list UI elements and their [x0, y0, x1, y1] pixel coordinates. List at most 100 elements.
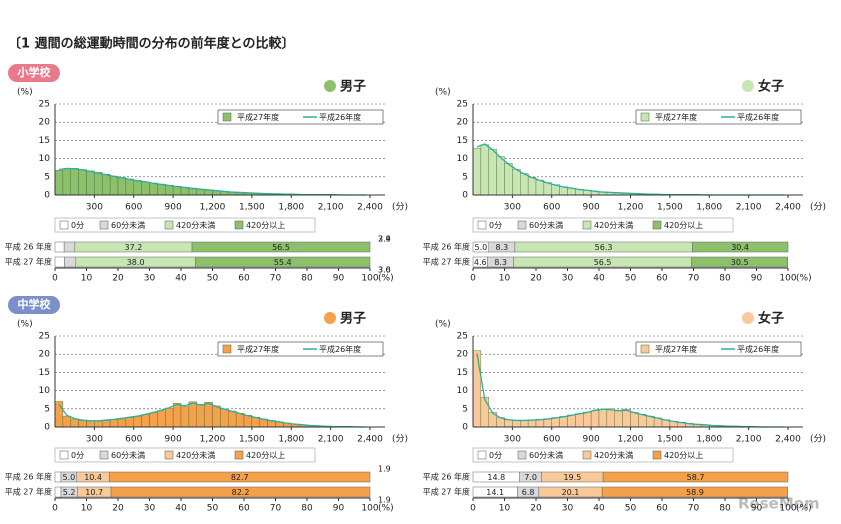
x-axis-label: (%): [378, 274, 394, 284]
legend-label: 420分未満: [176, 220, 215, 230]
x-tick-label: 2,100: [736, 435, 762, 445]
x-tick-label: 900: [165, 435, 182, 445]
x-tick-label: 1,200: [618, 203, 644, 213]
y-tick-label: 25: [39, 332, 50, 342]
y-tick-label: 20: [457, 118, 469, 128]
x-tick-label: 1,800: [278, 203, 304, 213]
bar: [180, 187, 190, 196]
legend-label: 0分: [71, 221, 84, 230]
bar: [527, 419, 537, 428]
bar: [496, 156, 505, 196]
x-tick-label: 100: [779, 504, 796, 514]
value-label: 3.6: [378, 266, 391, 275]
category-label: 平成 26 年度: [5, 242, 52, 252]
legend-label: 420分未満: [594, 450, 633, 460]
y-axis-label: (%): [435, 320, 451, 330]
bar: [243, 415, 253, 428]
bar: [228, 410, 237, 428]
bar-segment: [195, 256, 371, 268]
y-axis-label: (%): [17, 320, 33, 330]
value-label: 56.3: [595, 243, 613, 252]
bar: [583, 411, 592, 428]
legend-swatch: [477, 450, 487, 460]
bar: [235, 412, 245, 428]
legend-label: 420分以上: [664, 451, 703, 460]
x-tick-label: 2,400: [357, 203, 383, 213]
x-axis-label: (%): [796, 504, 812, 514]
bar-segment: [54, 486, 62, 498]
x-tick-label: 80: [301, 504, 313, 514]
legend-label: 60分未満: [111, 450, 145, 460]
bar: [535, 179, 545, 196]
bar: [512, 168, 521, 196]
bar: [133, 416, 142, 428]
y-tick-label: 20: [39, 118, 51, 128]
bar: [54, 170, 64, 196]
value-label: 30.4: [731, 243, 749, 252]
x-tick-label: 600: [543, 435, 560, 445]
x-tick-label: 60: [656, 274, 668, 284]
bar: [196, 404, 205, 428]
bar: [78, 420, 87, 428]
legend-label: 60分未満: [111, 220, 145, 230]
x-tick-label: 100: [779, 274, 796, 284]
bar: [125, 178, 134, 196]
legend-frame: [635, 341, 802, 357]
value-label: 5.0: [475, 243, 488, 252]
bar: [157, 183, 166, 196]
x-tick-label: 90: [751, 504, 763, 514]
legend-label: 0分: [489, 221, 502, 230]
y-tick-label: 20: [39, 350, 51, 360]
y-tick-label: 0: [462, 191, 468, 201]
legend-swatch: [164, 220, 174, 230]
legend-label: 平成26年度: [737, 112, 779, 122]
bar: [551, 417, 560, 428]
bar-segment: [602, 471, 789, 483]
legend-swatch: [477, 220, 487, 230]
x-tick-label: 300: [504, 203, 521, 213]
legend-label: 平成26年度: [319, 344, 361, 354]
legend-label: 420分以上: [664, 221, 703, 230]
value-label: 7.0: [524, 473, 537, 482]
bar: [543, 182, 552, 196]
bar: [78, 169, 87, 196]
value-label: 8.3: [495, 243, 508, 252]
x-tick-label: 2,400: [775, 435, 801, 445]
bar: [575, 413, 584, 428]
y-tick-label: 5: [44, 404, 50, 414]
category-label: 平成 26 年度: [423, 472, 470, 482]
y-tick-label: 0: [462, 423, 468, 433]
section-label: 中学校: [18, 297, 52, 311]
x-tick-label: 30: [144, 504, 156, 514]
x-tick-label: 1,500: [239, 435, 265, 445]
bar: [567, 414, 576, 428]
y-tick-label: 10: [39, 386, 51, 396]
title-dot: [742, 312, 754, 324]
bar: [117, 418, 127, 428]
x-tick-label: 10: [81, 274, 93, 284]
legend-label: 平成27年度: [237, 344, 279, 354]
legend-label: 420分未満: [594, 220, 633, 230]
bar: [590, 410, 600, 428]
x-tick-label: 1,800: [278, 435, 304, 445]
legend-frame: [217, 109, 384, 125]
legend-swatch: [222, 344, 232, 354]
x-tick-label: 30: [144, 274, 156, 284]
y-tick-label: 15: [39, 136, 50, 146]
value-label: 14.1: [486, 488, 504, 497]
x-tick-label: 1,500: [657, 203, 683, 213]
chart-title: 男子: [340, 312, 366, 327]
bar: [606, 408, 615, 428]
bar: [220, 408, 229, 428]
x-tick-label: 900: [165, 203, 182, 213]
legend-label: 平成26年度: [319, 112, 361, 122]
y-tick-label: 0: [44, 423, 50, 433]
x-tick-label: 300: [86, 435, 103, 445]
x-tick-label: 90: [333, 274, 345, 284]
value-label: 55.4: [274, 258, 292, 267]
y-tick-label: 10: [457, 386, 469, 396]
x-tick-label: 40: [175, 274, 187, 284]
x-axis-label: (分): [810, 434, 826, 445]
legend-label: 60分未満: [529, 450, 563, 460]
